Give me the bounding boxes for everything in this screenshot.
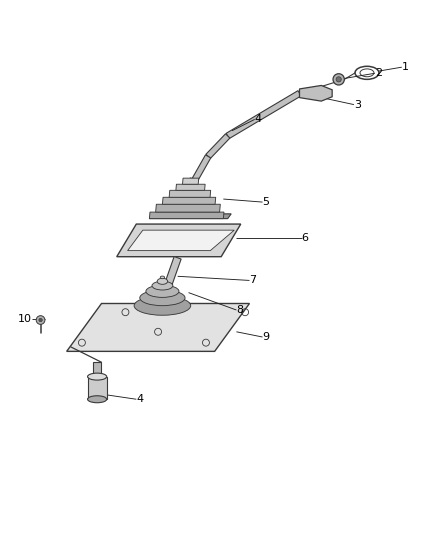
Polygon shape: [93, 362, 102, 377]
Polygon shape: [300, 85, 332, 101]
Polygon shape: [183, 178, 199, 184]
Polygon shape: [155, 204, 220, 212]
Text: 4: 4: [136, 394, 143, 404]
Ellipse shape: [140, 290, 185, 305]
Text: 9: 9: [262, 332, 270, 342]
Polygon shape: [149, 212, 224, 219]
Polygon shape: [226, 91, 301, 139]
Polygon shape: [117, 224, 241, 257]
Circle shape: [39, 318, 42, 322]
Ellipse shape: [146, 285, 179, 297]
Text: 4: 4: [254, 115, 262, 124]
Polygon shape: [88, 377, 107, 399]
Circle shape: [333, 74, 344, 85]
Text: 8: 8: [237, 305, 244, 315]
Text: 10: 10: [18, 314, 32, 324]
Text: 2: 2: [375, 68, 382, 78]
Ellipse shape: [152, 281, 173, 290]
Text: 6: 6: [302, 233, 309, 243]
Polygon shape: [161, 256, 181, 296]
Ellipse shape: [88, 396, 107, 403]
Text: 5: 5: [262, 197, 269, 207]
Polygon shape: [169, 190, 211, 197]
Text: 7: 7: [250, 276, 257, 286]
Polygon shape: [127, 230, 234, 251]
Ellipse shape: [88, 373, 107, 380]
Circle shape: [336, 77, 341, 82]
Ellipse shape: [134, 296, 191, 315]
Polygon shape: [176, 184, 205, 190]
Text: 1: 1: [402, 62, 409, 72]
Polygon shape: [149, 214, 231, 219]
Polygon shape: [206, 134, 230, 158]
Polygon shape: [192, 155, 211, 181]
Ellipse shape: [160, 276, 165, 279]
Text: 3: 3: [354, 100, 361, 110]
Circle shape: [36, 316, 45, 325]
Ellipse shape: [157, 278, 168, 284]
Polygon shape: [67, 303, 250, 351]
Polygon shape: [162, 197, 216, 204]
